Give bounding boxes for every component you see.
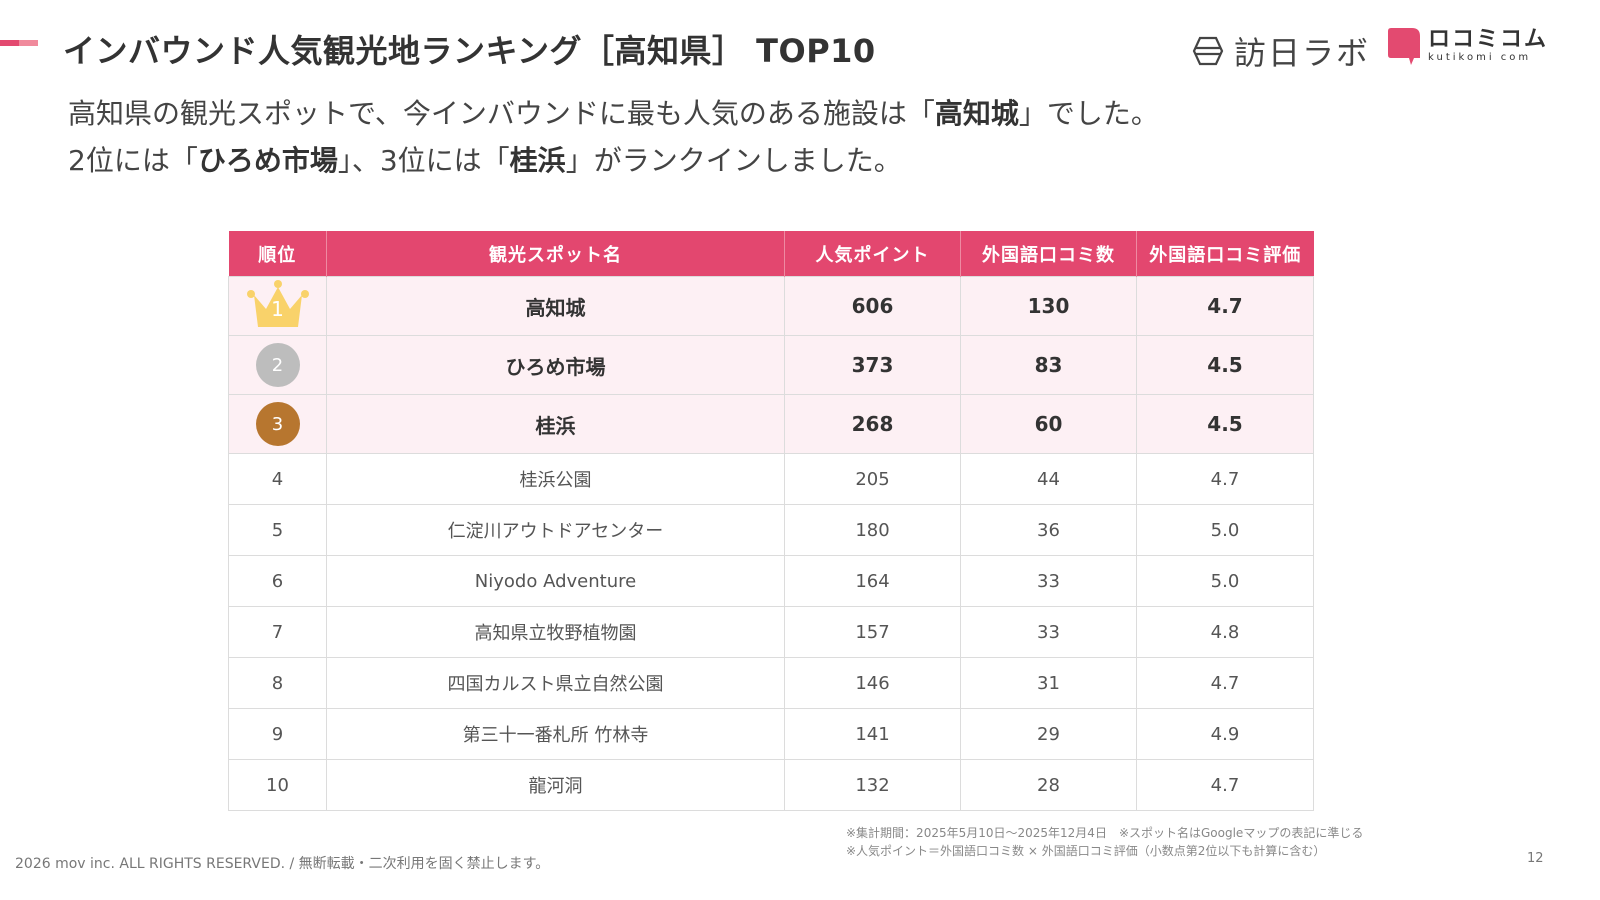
lead-highlight-1st: 高知城	[934, 97, 1019, 130]
rank-cell: 3	[228, 394, 327, 454]
table-row: 7 高知県立牧野植物園 157 33 4.8	[228, 606, 1314, 658]
table-row: 1 高知城 606 130 4.7	[228, 276, 1314, 336]
ranking-table: 順位 観光スポット名 人気ポイント 外国語口コミ数 外国語口コミ評価 1 高	[228, 231, 1314, 811]
spot-name: 桂浜	[326, 394, 785, 454]
points: 146	[784, 657, 961, 709]
kuchikomi-com-logo: ロコミコム kutikomi com	[1388, 27, 1549, 65]
rank-cell: 1	[228, 276, 327, 336]
footnotes: ※集計期間：2025年5月10日〜2025年12月4日 ※スポット名はGoogl…	[846, 824, 1363, 860]
hexagon-logo-icon	[1192, 36, 1224, 66]
review-count: 33	[960, 606, 1137, 658]
copyright: 2026 mov inc. ALL RIGHTS RESERVED. / 無断転…	[15, 856, 550, 872]
spot-name: 高知県立牧野植物園	[326, 606, 785, 658]
table-row: 4 桂浜公園 205 44 4.7	[228, 453, 1314, 505]
spot-name: 仁淀川アウトドアセンター	[326, 504, 785, 556]
spot-name: 第三十一番札所 竹林寺	[326, 708, 785, 760]
header-review-count: 外国語口コミ数	[960, 231, 1137, 277]
review-rating: 4.7	[1136, 759, 1314, 811]
review-rating: 5.0	[1136, 504, 1314, 556]
accent-bar	[0, 40, 38, 46]
review-count: 36	[960, 504, 1137, 556]
review-rating: 4.7	[1136, 657, 1314, 709]
rank-cell: 8	[228, 657, 327, 709]
lead-text-segment: 」でした。	[1018, 97, 1159, 130]
kuchikomi-com-text: ロコミコム	[1428, 27, 1549, 52]
lead-text-segment: 高知県の観光スポットで、今インバウンドに最も人気のある施設は「	[68, 97, 935, 130]
header-spot-name: 観光スポット名	[326, 231, 785, 277]
points: 157	[784, 606, 961, 658]
review-count: 83	[960, 335, 1137, 395]
table-row: 10 龍河洞 132 28 4.7	[228, 759, 1314, 811]
review-count: 60	[960, 394, 1137, 454]
speech-bubble-logo-icon	[1388, 28, 1420, 65]
points: 180	[784, 504, 961, 556]
houjin-labo-logo: 訪日ラボ	[1192, 28, 1370, 74]
lead-text-segment: 2位には「	[68, 144, 198, 177]
lead-highlight-3rd: 桂浜	[509, 144, 566, 177]
spot-name: 高知城	[326, 276, 785, 336]
accent-bar-light	[19, 40, 38, 46]
rank-number: 1	[271, 296, 284, 321]
spot-name: 四国カルスト県立自然公園	[326, 657, 785, 709]
accent-bar-dark	[0, 40, 19, 46]
review-count: 33	[960, 555, 1137, 607]
kuchikomi-com-subtext: kutikomi com	[1428, 52, 1532, 63]
lead-line-1: 高知県の観光スポットで、今インバウンドに最も人気のある施設は「高知城」でした。	[68, 90, 1159, 137]
footnote-period: ※集計期間：2025年5月10日〜2025年12月4日 ※スポット名はGoogl…	[846, 826, 1364, 840]
table-row: 8 四国カルスト県立自然公園 146 31 4.7	[228, 657, 1314, 709]
houjin-labo-text: 訪日ラボ	[1234, 34, 1371, 72]
review-rating: 4.5	[1136, 335, 1314, 395]
review-count: 130	[960, 276, 1137, 336]
review-rating: 4.9	[1136, 708, 1314, 760]
points: 205	[784, 453, 961, 505]
rank-cell: 9	[228, 708, 327, 760]
header-rank: 順位	[228, 231, 327, 277]
review-count: 44	[960, 453, 1137, 505]
points: 268	[784, 394, 961, 454]
table-header-row: 順位 観光スポット名 人気ポイント 外国語口コミ数 外国語口コミ評価	[228, 231, 1314, 277]
spot-name: 桂浜公園	[326, 453, 785, 505]
rank-cell: 2	[228, 335, 327, 395]
review-rating: 4.8	[1136, 606, 1314, 658]
spot-name: Niyodo Adventure	[326, 555, 785, 607]
points: 132	[784, 759, 961, 811]
gold-crown-icon: 1	[246, 279, 310, 329]
points: 141	[784, 708, 961, 760]
bronze-medal-icon: 3	[255, 402, 300, 446]
page-number: 12	[1527, 851, 1544, 866]
table-row: 5 仁淀川アウトドアセンター 180 36 5.0	[228, 504, 1314, 556]
review-count: 29	[960, 708, 1137, 760]
table-row: 2 ひろめ市場 373 83 4.5	[228, 335, 1314, 395]
points: 164	[784, 555, 961, 607]
points: 373	[784, 335, 961, 395]
rank-cell: 10	[228, 759, 327, 811]
lead-text-segment: 」、3位には「	[337, 144, 510, 177]
header-review-rating: 外国語口コミ評価	[1136, 231, 1314, 277]
table-row: 3 桂浜 268 60 4.5	[228, 394, 1314, 454]
header-points: 人気ポイント	[784, 231, 961, 277]
table-row: 9 第三十一番札所 竹林寺 141 29 4.9	[228, 708, 1314, 760]
lead-line-2: 2位には「ひろめ市場」、3位には「桂浜」がランクインしました。	[68, 137, 1159, 184]
rank-cell: 7	[228, 606, 327, 658]
rank-cell: 5	[228, 504, 327, 556]
review-count: 28	[960, 759, 1137, 811]
spot-name: 龍河洞	[326, 759, 785, 811]
review-count: 31	[960, 657, 1137, 709]
lead-highlight-2nd: ひろめ市場	[197, 144, 338, 177]
rank-cell: 6	[228, 555, 327, 607]
table-row: 6 Niyodo Adventure 164 33 5.0	[228, 555, 1314, 607]
spot-name: ひろめ市場	[326, 335, 785, 395]
lead-text-segment: 」がランクインしました。	[565, 144, 902, 177]
rank-cell: 4	[228, 453, 327, 505]
footnote-formula: ※人気ポイント＝外国語口コミ数 × 外国語口コミ評価（小数点第2位以下も計算に含…	[846, 844, 1326, 858]
review-rating: 4.7	[1136, 453, 1314, 505]
review-rating: 5.0	[1136, 555, 1314, 607]
lead-text: 高知県の観光スポットで、今インバウンドに最も人気のある施設は「高知城」でした。 …	[68, 90, 1159, 184]
review-rating: 4.7	[1136, 276, 1314, 336]
page-title: インバウンド人気観光地ランキング［高知県］ TOP10	[63, 32, 876, 70]
review-rating: 4.5	[1136, 394, 1314, 454]
silver-medal-icon: 2	[255, 343, 300, 387]
points: 606	[784, 276, 961, 336]
